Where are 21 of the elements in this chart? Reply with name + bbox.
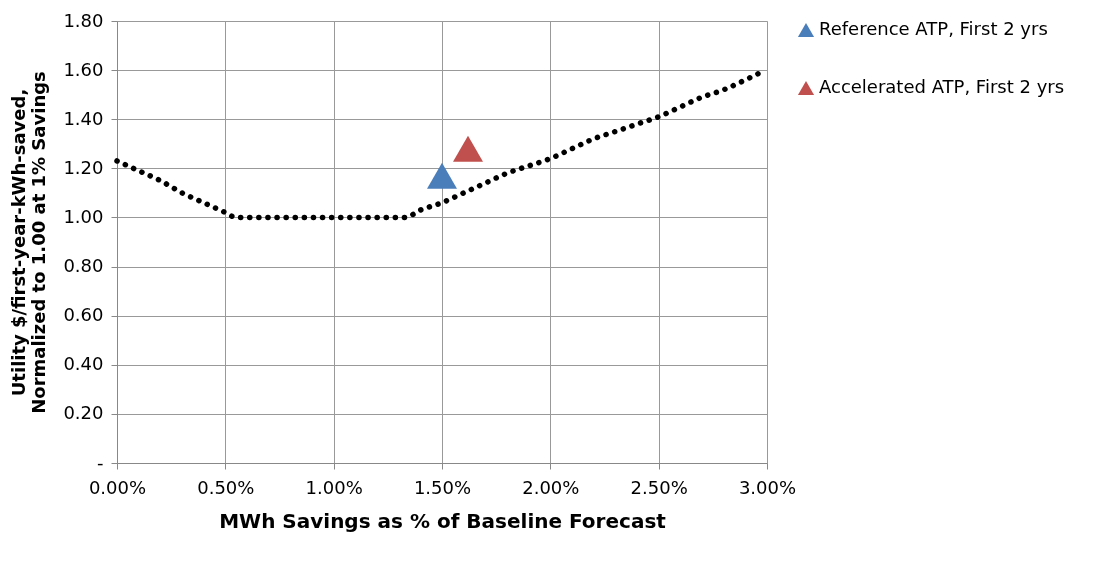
x-tick-label: 0.00% [88, 476, 147, 498]
y-tick-label: 1.80 [63, 9, 104, 31]
y-tick-label: 0.40 [63, 353, 104, 375]
x-tick-label: 0.50% [197, 476, 255, 498]
y-tick-label: 0.20 [63, 402, 104, 424]
x-tick-label: 1.00% [305, 476, 363, 498]
legend-label: Reference ATP, First 2 yrs [819, 18, 1048, 39]
y-axis-title: Utility $/first-year-kWh-saved, Normalized to 1.00 at 1% Savings [8, 71, 50, 414]
y-tick-label: 1.40 [63, 107, 104, 129]
y-tick-label: - [97, 451, 104, 473]
x-tick-label: 1.50% [413, 476, 472, 498]
y-tick-label: 1.00 [63, 205, 104, 227]
y-tick-label: 1.20 [63, 156, 104, 178]
x-tick-label: 2.00% [522, 476, 580, 498]
legend-label: Accelerated ATP, First 2 yrs [819, 76, 1065, 97]
x-tick-label: 3.00% [738, 476, 797, 498]
y-tick-label: 0.80 [63, 255, 104, 277]
x-axis-title: MWh Savings as % of Baseline Forecast [219, 508, 667, 533]
x-tick-label: 2.50% [630, 476, 688, 498]
y-tick-label: 0.60 [63, 304, 104, 326]
y-tick-label: 1.60 [63, 58, 104, 80]
